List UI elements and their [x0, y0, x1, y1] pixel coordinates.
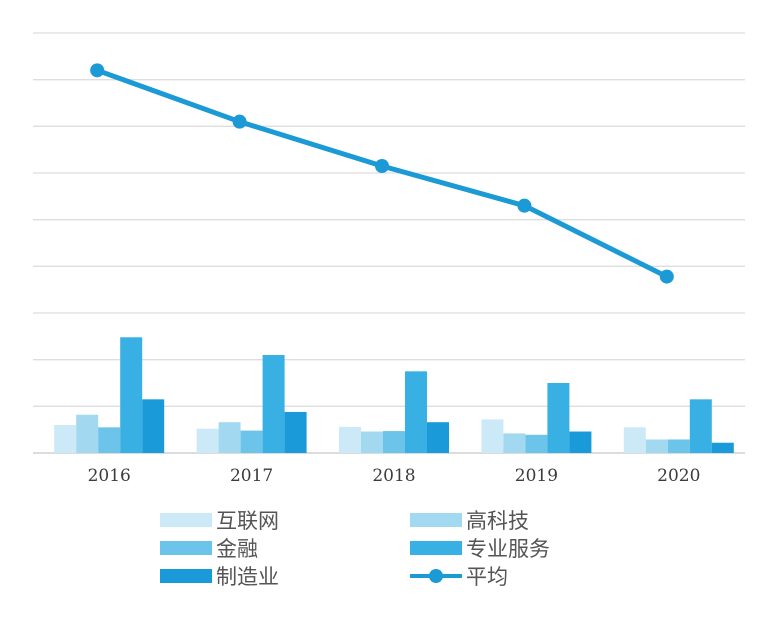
bar-2-2016 — [98, 427, 121, 453]
bar-2-2018 — [383, 431, 405, 453]
bar-3-2019 — [547, 383, 570, 453]
bar-3-2016 — [120, 337, 143, 453]
bar-4-2019 — [569, 431, 592, 453]
bar-0-2016 — [54, 425, 77, 453]
average-marker-2017 — [232, 114, 247, 129]
bar-0-2019 — [481, 419, 504, 453]
average-marker-2018 — [375, 159, 389, 173]
bar-0-2017 — [196, 428, 219, 453]
x-tick-label: 2020 — [657, 466, 700, 486]
bar-1-2017 — [218, 422, 241, 453]
bar-0-2020 — [623, 427, 646, 453]
x-tick-label: 2016 — [88, 466, 131, 486]
bar-4-2020 — [711, 442, 734, 453]
bar-2-2019 — [525, 434, 548, 453]
average-marker-2016 — [90, 63, 105, 78]
x-tick-label: 2017 — [230, 466, 273, 486]
bar-2-2020 — [667, 439, 690, 453]
bar-1-2018 — [361, 431, 383, 453]
average-marker-2019 — [517, 198, 532, 213]
x-tick-label: 2019 — [515, 466, 558, 486]
bar-0-2018 — [339, 426, 361, 453]
bar-2-2017 — [240, 430, 263, 453]
x-tick-label: 2018 — [372, 466, 415, 486]
bar-4-2018 — [427, 422, 449, 453]
bar-1-2016 — [76, 414, 99, 453]
bar-3-2018 — [405, 371, 427, 453]
bar-4-2017 — [284, 411, 307, 453]
average-marker-2020 — [659, 269, 674, 284]
bar-1-2020 — [645, 439, 668, 453]
bar-1-2019 — [503, 433, 526, 453]
bar-3-2017 — [262, 355, 285, 453]
bar-3-2020 — [689, 399, 712, 453]
bar-4-2016 — [142, 399, 165, 453]
